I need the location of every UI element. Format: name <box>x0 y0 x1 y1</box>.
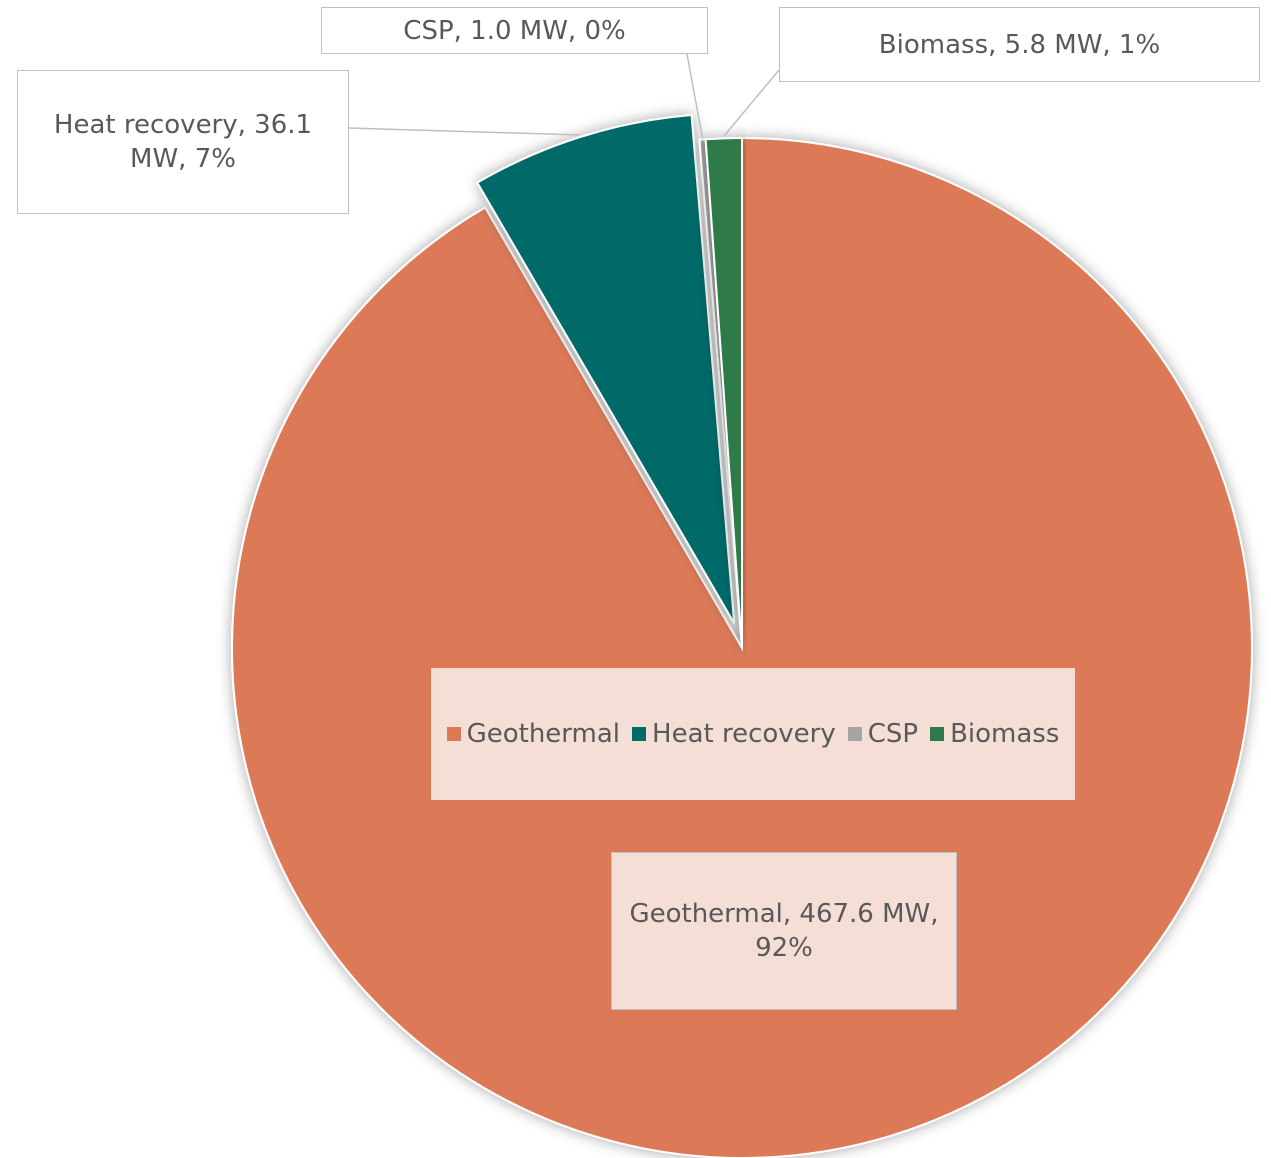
data-label-geothermal: Geothermal, 467.6 MW, 92% <box>611 852 957 1010</box>
legend-label-biomass: Biomass <box>950 719 1060 749</box>
legend-swatch-heat-recovery <box>632 727 647 741</box>
legend-item-csp: CSP <box>847 719 919 749</box>
chart-legend: Geothermal Heat recovery CSP Biomass <box>431 668 1075 800</box>
leader-lines <box>348 53 780 138</box>
data-label-heat-recovery: Heat recovery, 36.1 MW, 7% <box>17 70 349 214</box>
leader-line-csp <box>686 53 704 138</box>
legend-label-geothermal: Geothermal <box>466 719 621 749</box>
slice-biomass <box>704 136 743 649</box>
data-label-csp: CSP, 1.0 MW, 0% <box>321 7 708 54</box>
legend-label-heat-recovery: Heat recovery <box>652 719 836 749</box>
pie-slices <box>231 113 1253 1158</box>
legend-swatch-geothermal <box>446 727 461 741</box>
legend-label-csp: CSP <box>867 719 919 749</box>
legend-item-geothermal: Geothermal <box>446 719 621 749</box>
slice-heat-recovery <box>475 113 736 624</box>
legend-item-heat-recovery: Heat recovery <box>632 719 836 749</box>
leader-line-biomass <box>723 69 780 137</box>
data-label-biomass: Biomass, 5.8 MW, 1% <box>779 7 1260 82</box>
legend-swatch-biomass <box>930 727 945 741</box>
legend-swatch-csp <box>847 727 862 741</box>
legend-item-biomass: Biomass <box>930 719 1059 749</box>
leader-line-heat-recovery <box>348 127 581 136</box>
